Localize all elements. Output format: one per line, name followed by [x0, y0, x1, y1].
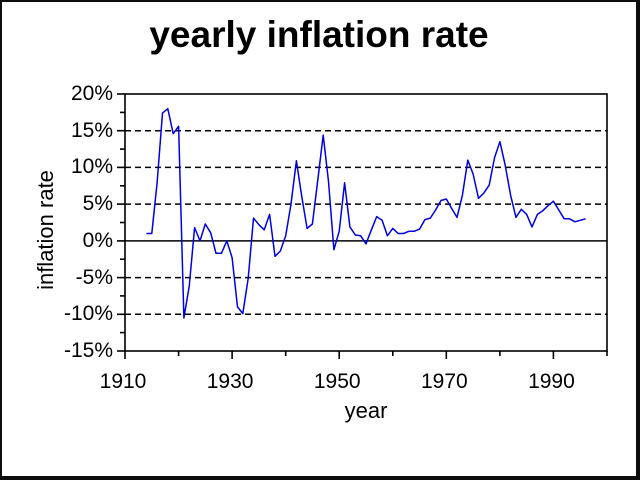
x-tick-label: 1970 — [420, 370, 468, 393]
x-tick-label: 1930 — [206, 370, 254, 393]
y-tick-label: 15% — [70, 118, 113, 142]
y-tick-label: 20% — [70, 82, 113, 105]
x-tick-label: 1990 — [528, 370, 575, 393]
y-tick-label: -15% — [63, 339, 113, 362]
x-tick-label: 1910 — [99, 370, 147, 393]
y-tick-label: -5% — [75, 265, 113, 289]
y-tick-label: 10% — [70, 155, 113, 179]
x-tick-label: 1950 — [313, 370, 361, 393]
y-tick-label: 0% — [82, 228, 113, 252]
inflation-line — [146, 107, 586, 319]
y-tick-label: 5% — [82, 192, 113, 216]
y-tick-label: -10% — [63, 302, 113, 326]
chart-title: yearly inflation rate — [149, 14, 489, 55]
x-axis-title: year — [344, 398, 388, 423]
